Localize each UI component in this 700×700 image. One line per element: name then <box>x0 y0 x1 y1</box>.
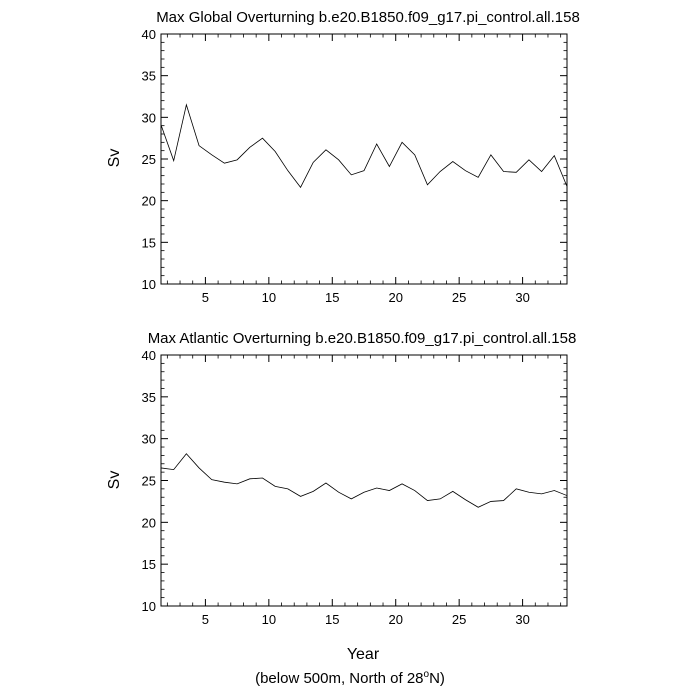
figure-caption: (below 500m, North of 28oN) <box>0 669 700 687</box>
global-series-line <box>160 103 568 189</box>
global-overturning-panel: Max Global Overturning b.e20.B1850.f09_g… <box>106 9 580 305</box>
atlantic-xtick-label-5: 5 <box>202 612 209 627</box>
global-plot-frame <box>160 33 568 285</box>
x-axis-label: Year <box>347 646 380 663</box>
atlantic-plot-frame <box>160 354 568 607</box>
atlantic-xtick-label-25: 25 <box>452 612 466 627</box>
atlantic-xtick-label-15: 15 <box>325 612 339 627</box>
global-ytick-label-20: 20 <box>142 194 156 209</box>
global-xtick-label-20: 20 <box>388 290 402 305</box>
caption-degree: o <box>423 669 430 680</box>
atlantic-xtick-label-30: 30 <box>515 612 529 627</box>
atlantic-ytick-label-25: 25 <box>142 474 156 489</box>
global-ytick-label-10: 10 <box>142 277 156 292</box>
atlantic-ytick-label-10: 10 <box>142 599 156 614</box>
global-y-axis-label: Sv <box>106 149 123 168</box>
global-ytick-label-40: 40 <box>142 27 156 42</box>
global-xtick-label-10: 10 <box>262 290 276 305</box>
atlantic-chart-title: Max Atlantic Overturning b.e20.B1850.f09… <box>148 330 577 347</box>
global-chart-title: Max Global Overturning b.e20.B1850.f09_g… <box>156 9 580 26</box>
atlantic-ytick-label-40: 40 <box>142 348 156 363</box>
atlantic-xtick-label-10: 10 <box>262 612 276 627</box>
global-ytick-label-30: 30 <box>142 110 156 125</box>
atlantic-tick-labels: 10 15 20 25 30 35 40 5 10 15 20 25 30 <box>142 348 530 627</box>
global-ytick-label-35: 35 <box>142 69 156 84</box>
atlantic-ytick-label-15: 15 <box>142 557 156 572</box>
global-xtick-label-30: 30 <box>515 290 529 305</box>
atlantic-ytick-label-35: 35 <box>142 390 156 405</box>
atlantic-y-axis-label: Sv <box>106 471 123 490</box>
global-ticks <box>161 33 567 285</box>
global-xtick-label-15: 15 <box>325 290 339 305</box>
atlantic-overturning-panel: Max Atlantic Overturning b.e20.B1850.f09… <box>106 330 576 663</box>
caption-suffix: N) <box>429 670 445 687</box>
global-ytick-label-15: 15 <box>142 235 156 250</box>
atlantic-series-line <box>160 453 568 508</box>
global-ytick-label-25: 25 <box>142 152 156 167</box>
global-xtick-label-25: 25 <box>452 290 466 305</box>
atlantic-ytick-label-30: 30 <box>142 432 156 447</box>
atlantic-ytick-label-20: 20 <box>142 515 156 530</box>
global-xtick-label-5: 5 <box>202 290 209 305</box>
atlantic-xtick-label-20: 20 <box>388 612 402 627</box>
caption-prefix: (below 500m, North of 28 <box>255 670 424 687</box>
global-tick-labels: 10 15 20 25 30 35 40 5 10 15 20 25 30 <box>142 27 530 305</box>
atlantic-ticks <box>161 354 567 607</box>
